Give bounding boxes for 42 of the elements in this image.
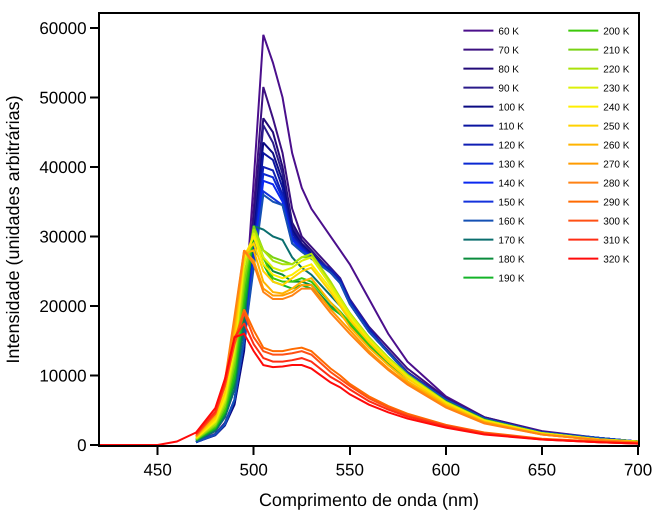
legend-label: 260 K: [603, 140, 630, 152]
legend-label: 140 K: [498, 178, 525, 190]
legend-label: 160 K: [498, 216, 525, 228]
legend-label: 200 K: [603, 26, 630, 38]
y-tick-label: 20000: [39, 296, 87, 316]
x-tick-label: 700: [624, 460, 652, 480]
legend-label: 290 K: [603, 198, 630, 209]
legend-label: 170 K: [498, 236, 525, 247]
legend-label: 310 K: [603, 236, 630, 247]
x-axis-title: Comprimento de onda (nm): [258, 490, 480, 510]
y-tick-label: 40000: [39, 158, 87, 177]
legend-label: 270 K: [603, 160, 630, 171]
y-axis-title: Intensidade (unidades arbitrárias): [3, 95, 24, 364]
legend-label: 90 K: [498, 84, 520, 95]
y-tick-label: 50000: [39, 88, 87, 108]
legend-label: 230 K: [603, 84, 630, 95]
y-tick-label: 60000: [39, 18, 87, 38]
legend-label: 130 K: [498, 160, 525, 171]
legend-label: 280 K: [603, 178, 630, 190]
legend-label: 60 K: [498, 26, 520, 38]
x-tick-label: 450: [143, 460, 172, 480]
legend-label: 220 K: [603, 64, 630, 76]
x-tick-label: 550: [336, 460, 364, 480]
legend-label: 80 K: [498, 64, 520, 76]
legend-label: 180 K: [498, 254, 525, 266]
legend-label: 300 K: [603, 216, 630, 228]
legend-label: 100 K: [498, 102, 525, 114]
x-tick-label: 650: [528, 460, 556, 480]
y-tick-label: 0: [77, 436, 87, 455]
legend-label: 240 K: [603, 102, 630, 114]
legend-label: 110 K: [498, 122, 524, 133]
legend-label: 320 K: [603, 254, 630, 266]
legend-label: 210 K: [603, 46, 630, 57]
legend-label: 70 K: [498, 46, 520, 57]
legend-label: 250 K: [603, 122, 630, 133]
x-tick-label: 600: [432, 460, 460, 480]
y-tick-label: 10000: [39, 366, 87, 386]
x-tick-label: 500: [240, 460, 268, 480]
legend-label: 150 K: [498, 198, 525, 209]
y-tick-label: 30000: [39, 227, 87, 246]
legend-label: 190 K: [498, 274, 525, 285]
legend-label: 120 K: [498, 140, 525, 152]
